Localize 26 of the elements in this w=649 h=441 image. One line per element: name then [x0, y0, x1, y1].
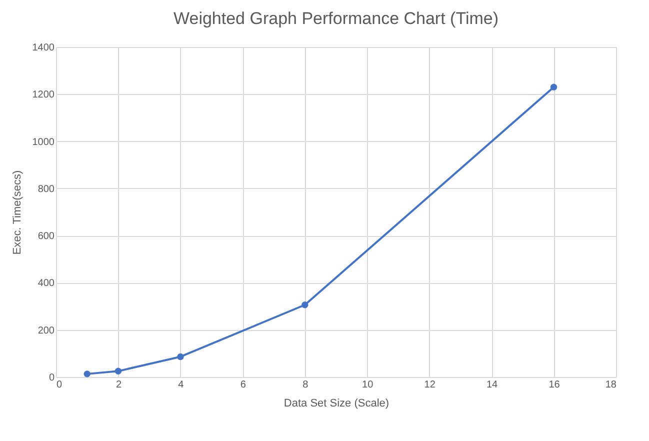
point: [550, 84, 558, 90]
x-axis-title: Data Set Size (Scale): [284, 398, 390, 410]
x-tick-label: 8: [302, 380, 309, 390]
point: [84, 370, 90, 378]
point: [177, 353, 184, 360]
x-tick-label: 4: [178, 380, 184, 390]
y-tick-label: 1400: [32, 42, 55, 54]
y-tick-label: 600: [38, 231, 55, 242]
y-tick-label: 1200: [32, 90, 55, 101]
x-tick-label: 10: [362, 380, 374, 390]
x-tick-label: 18: [605, 380, 617, 390]
point: [114, 368, 122, 374]
x-tick-label: 0: [56, 380, 62, 390]
chart-title: Weighted Graph Performance Chart (Time): [173, 9, 499, 28]
y-tick-label: 400: [38, 278, 55, 290]
x-tick-label: 16: [548, 380, 560, 390]
x-tick-label: 2: [116, 380, 122, 390]
y-axis-title: Exec. Time(secs): [11, 170, 24, 255]
x-tick-label: 12: [424, 380, 436, 390]
x-tick-label: 14: [486, 380, 498, 390]
point: [302, 302, 308, 308]
y-tick-label: 200: [38, 325, 55, 336]
x-tick-label: 6: [240, 380, 246, 390]
y-tick-label: 800: [38, 184, 55, 195]
y-tick-label: 1000: [32, 136, 55, 148]
y-tick-label: 0: [48, 372, 55, 384]
